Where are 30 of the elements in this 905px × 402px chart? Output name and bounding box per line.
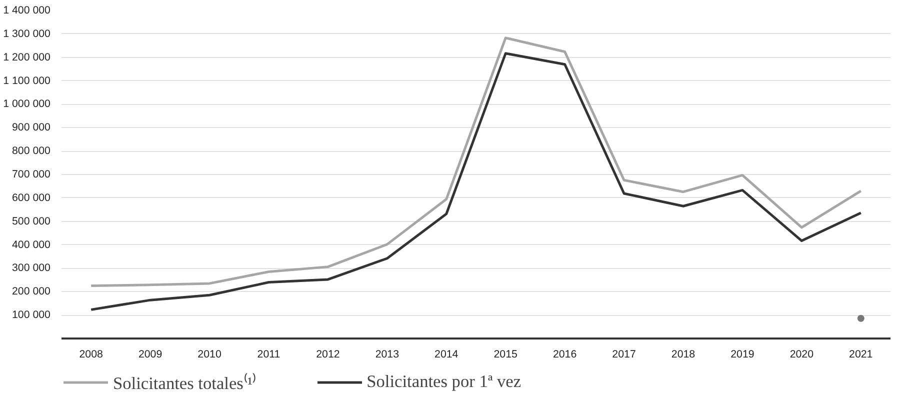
y-tick-label: 1 400 000	[3, 4, 51, 16]
y-tick-label: 700 000	[12, 168, 51, 180]
x-tick-label: 2015	[494, 348, 518, 360]
y-tick-label: 500 000	[12, 215, 51, 228]
x-tick-label: 2021	[849, 348, 873, 360]
y-tick-label: 800 000	[12, 145, 51, 158]
x-tick-label: 2013	[375, 348, 400, 360]
x-tick-label: 2017	[612, 348, 636, 360]
y-tick-label: 400 000	[12, 238, 51, 251]
x-tick-label: 2012	[316, 348, 340, 360]
y-tick-label: 1 000 000	[3, 98, 51, 110]
y-tick-label: 300 000	[12, 262, 51, 274]
y-tick-label: 200 000	[12, 286, 51, 298]
y-tick-label: 100 000	[12, 309, 51, 322]
x-tick-label: 2010	[198, 348, 222, 360]
legend-label: Solicitantes totales⁽¹⁾	[113, 372, 257, 394]
x-tick-label: 2009	[138, 348, 162, 360]
x-tick-label: 2018	[671, 348, 696, 360]
y-tick-label: 600 000	[12, 192, 51, 204]
legend-label: Solicitantes por 1ª vez	[366, 372, 522, 392]
x-tick-label: 2008	[79, 348, 104, 360]
y-tick-label: 1 200 000	[3, 51, 51, 64]
x-tick-label: 2020	[790, 348, 814, 360]
y-tick-label: 1 300 000	[3, 28, 51, 40]
y-tick-label: 900 000	[12, 122, 51, 134]
x-tick-label: 2016	[552, 348, 577, 360]
x-tick-label: 2019	[730, 348, 754, 360]
x-tick-label: 2011	[257, 348, 280, 360]
y-tick-label: 1 100 000	[3, 74, 51, 87]
x-tick-label: 2014	[434, 348, 458, 360]
